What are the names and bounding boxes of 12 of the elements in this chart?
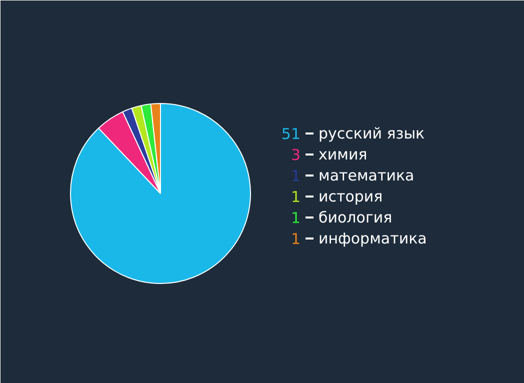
legend-label: математика bbox=[318, 166, 414, 184]
data-label: 3 bbox=[290, 146, 301, 164]
legend-label: история bbox=[318, 188, 383, 206]
data-label: 1 bbox=[290, 188, 301, 206]
legend-label: русский язык bbox=[318, 124, 425, 142]
data-label: 51 bbox=[281, 125, 301, 143]
legend-label: химия bbox=[318, 146, 368, 164]
legend-label: информатика bbox=[318, 230, 427, 248]
legend-label: биология bbox=[318, 208, 392, 226]
data-label: 1 bbox=[290, 230, 301, 248]
data-label: 1 bbox=[290, 167, 301, 185]
data-label: 1 bbox=[290, 209, 301, 227]
